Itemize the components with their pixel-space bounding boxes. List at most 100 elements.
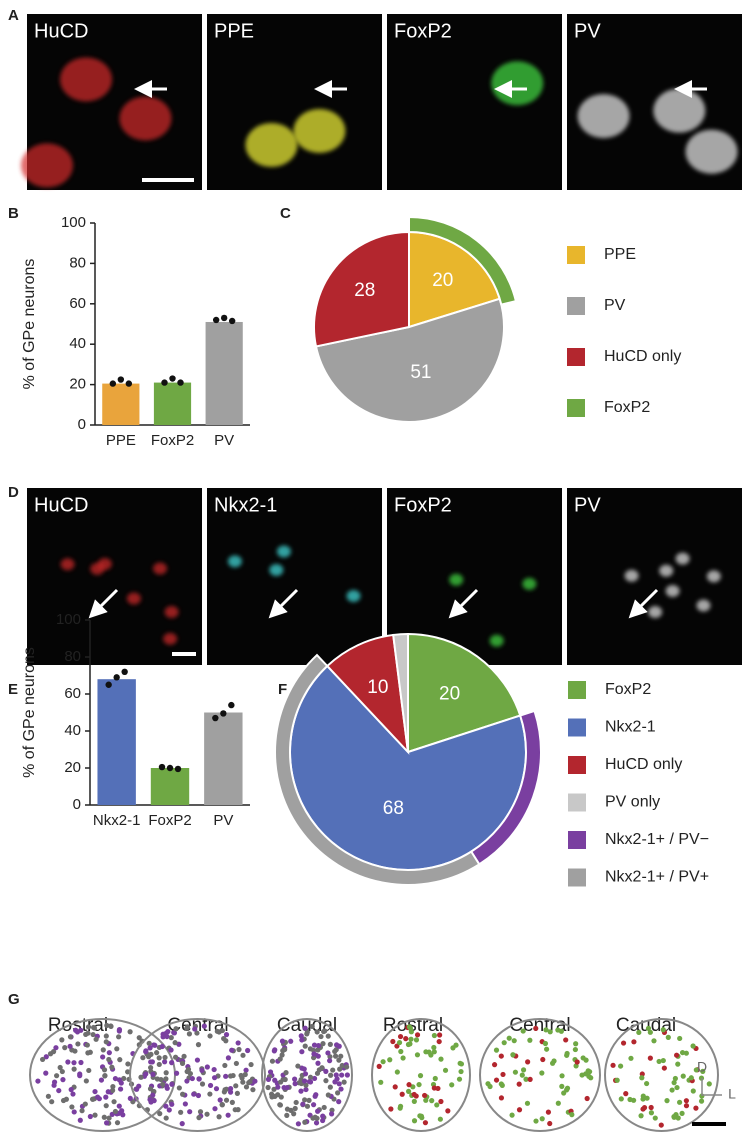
- cell-dot: [104, 1022, 110, 1029]
- cell-dot: [344, 1072, 350, 1078]
- bar: [102, 383, 140, 425]
- cell-dot: [320, 1113, 326, 1119]
- cell-dot: [414, 1032, 421, 1038]
- cell: [293, 108, 346, 153]
- cell-dot: [610, 1062, 616, 1068]
- cell-dot: [53, 1045, 59, 1051]
- cell-dot: [564, 1085, 571, 1091]
- cell-dot: [101, 1114, 107, 1120]
- cell-dot: [265, 1076, 272, 1082]
- cell-dot: [187, 1109, 193, 1115]
- cell: [706, 570, 721, 583]
- cell-dot: [178, 1109, 184, 1115]
- y-tick-label: 40: [64, 722, 81, 739]
- cell-dot: [272, 1093, 278, 1099]
- cell-dot: [563, 1037, 569, 1043]
- cell-dot: [320, 1117, 326, 1124]
- cell-dot: [211, 1066, 217, 1073]
- cell-dot: [618, 1096, 624, 1102]
- cell-dot: [327, 1084, 333, 1090]
- cell-dot: [116, 1034, 122, 1040]
- ring-segment: [274, 653, 481, 886]
- cell-dot: [94, 1094, 101, 1100]
- region-outline: [371, 1018, 471, 1132]
- legend-swatch: [568, 793, 586, 812]
- cell-dot: [65, 1059, 71, 1065]
- cell-dot: [423, 1097, 429, 1103]
- data-point: [125, 380, 133, 387]
- cell-dot: [146, 1040, 152, 1046]
- cell-dot: [292, 1081, 298, 1087]
- cell-dot: [233, 1060, 239, 1067]
- slice-label: 68: [383, 798, 404, 819]
- cell-dot: [559, 1083, 565, 1089]
- cell-dot: [417, 1073, 424, 1079]
- cell-dot: [77, 1117, 83, 1123]
- data-point: [212, 714, 219, 722]
- cell-dot: [60, 1077, 66, 1083]
- cell-dot: [640, 1106, 646, 1112]
- cell-dot: [86, 1067, 92, 1074]
- cell-dot: [114, 1046, 120, 1052]
- cell-dot: [75, 1041, 81, 1047]
- cell-dot: [336, 1057, 342, 1063]
- cell-dot: [240, 1052, 246, 1058]
- cell: [696, 599, 711, 612]
- cell-dot: [163, 1115, 169, 1121]
- cell-dot: [672, 1075, 678, 1082]
- cell-dot: [211, 1075, 218, 1081]
- y-axis-label: % of GPe neurons: [21, 647, 38, 778]
- cell-dot: [338, 1053, 344, 1059]
- cell-dot: [658, 1122, 664, 1128]
- cell-dot: [306, 1097, 312, 1103]
- cell-dot: [376, 1063, 382, 1069]
- cell-dot: [337, 1066, 343, 1072]
- cell-dot: [283, 1070, 289, 1076]
- cell: [685, 129, 738, 174]
- y-tick-label: 60: [69, 295, 86, 312]
- cell-dot: [648, 1110, 655, 1116]
- cell-dot: [163, 1076, 169, 1082]
- cell-dot: [110, 1087, 116, 1093]
- cell-dot: [172, 1040, 178, 1046]
- cell-dot: [437, 1032, 443, 1038]
- cell-dot: [574, 1059, 580, 1065]
- cell-dot: [166, 1107, 172, 1113]
- pie-slice: [392, 632, 409, 753]
- cell-dot: [63, 1096, 69, 1102]
- cell-dot: [520, 1067, 527, 1073]
- y-tick-label: 40: [69, 335, 86, 352]
- cell-dot: [408, 1036, 414, 1042]
- cell-dot: [279, 1038, 286, 1044]
- cell-dot: [332, 1053, 339, 1059]
- micrograph: [207, 488, 382, 665]
- cell-dot: [491, 1062, 498, 1068]
- legend-swatch: [568, 831, 586, 849]
- cell-dot: [511, 1038, 517, 1044]
- cell-dot: [179, 1060, 186, 1067]
- cell-dot: [207, 1082, 214, 1089]
- cell-dot: [157, 1111, 163, 1117]
- cell-dot: [403, 1036, 409, 1042]
- cell-dot: [564, 1050, 570, 1057]
- cell-dot: [647, 1029, 653, 1035]
- cell-dot: [221, 1035, 227, 1042]
- cell-dot: [501, 1040, 507, 1046]
- cell-dot: [314, 1115, 320, 1121]
- cell-dot: [555, 1100, 561, 1106]
- legend-swatch: [568, 756, 586, 774]
- legend-label: FoxP2: [604, 399, 650, 416]
- cell-dot: [422, 1092, 428, 1099]
- cell-dot: [90, 1096, 96, 1102]
- cell-dot: [623, 1091, 629, 1097]
- cell-dot: [78, 1027, 84, 1033]
- cell-dot: [315, 1042, 322, 1049]
- cell-dot: [339, 1072, 345, 1078]
- cell-dot: [186, 1031, 192, 1037]
- cell-dot: [79, 1108, 85, 1114]
- cell-dot: [292, 1105, 298, 1112]
- cell-dot: [309, 1023, 315, 1030]
- cell-dot: [127, 1029, 133, 1035]
- cell-dot: [499, 1082, 505, 1088]
- cell: [522, 577, 537, 590]
